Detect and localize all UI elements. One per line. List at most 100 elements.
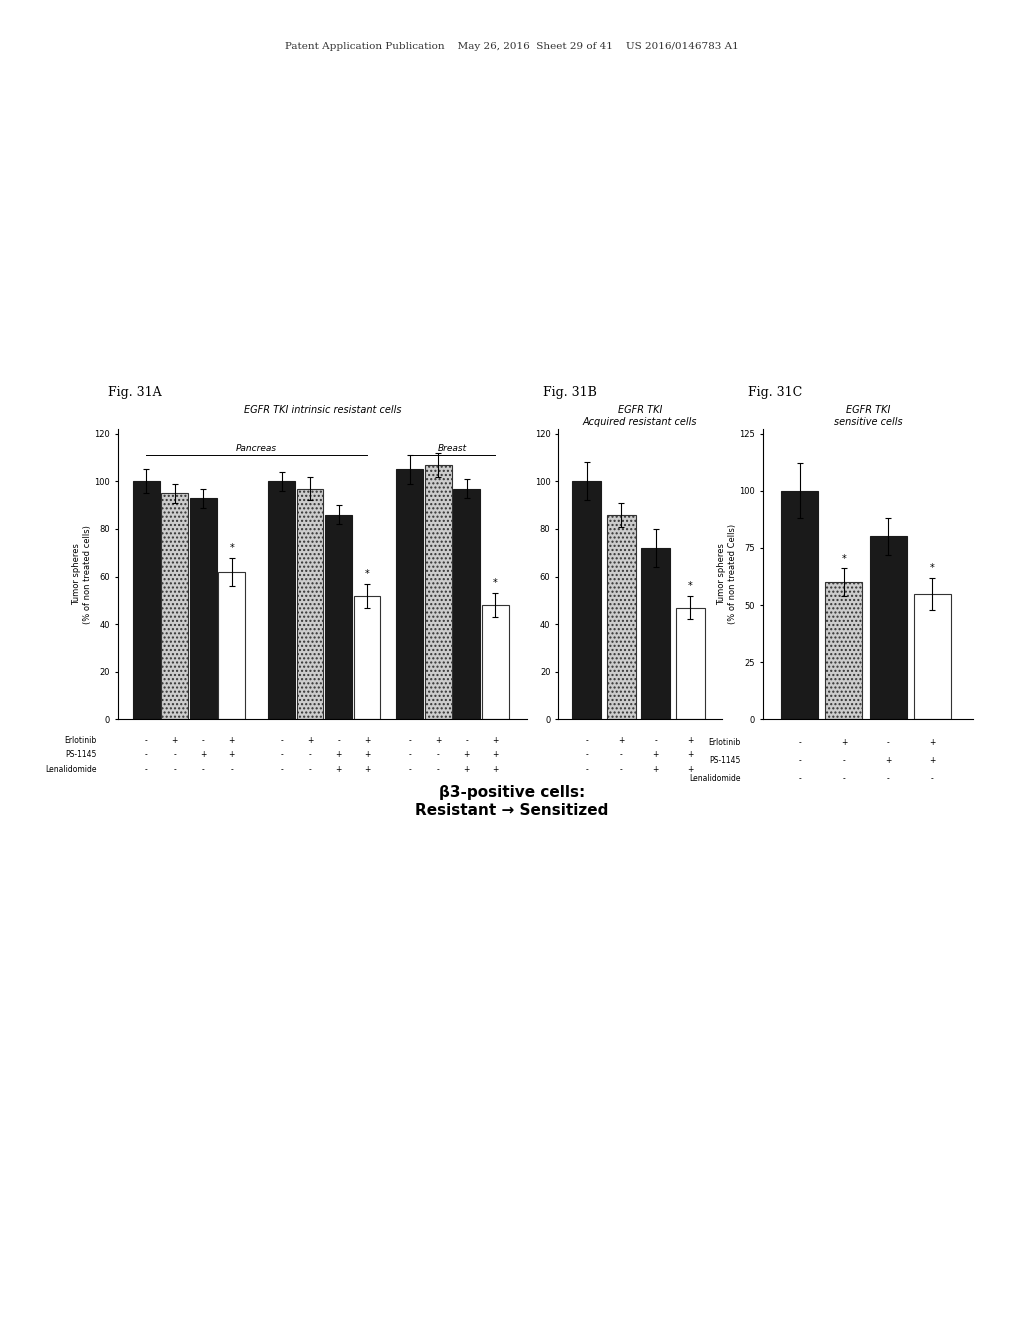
Text: -: -: [887, 738, 890, 747]
Text: Fig. 31C: Fig. 31C: [748, 385, 802, 399]
Bar: [454, 488, 480, 719]
Text: EGFR TKI
sensitive cells: EGFR TKI sensitive cells: [834, 405, 903, 426]
Text: +: +: [687, 737, 693, 744]
Bar: [268, 482, 295, 719]
Bar: [396, 470, 423, 719]
Text: -: -: [308, 750, 311, 759]
Text: +: +: [493, 764, 499, 774]
Bar: [641, 548, 670, 719]
Text: -: -: [308, 764, 311, 774]
Text: +: +: [687, 750, 693, 759]
Text: -: -: [281, 750, 283, 759]
Text: -: -: [799, 775, 801, 783]
Text: -: -: [437, 764, 439, 774]
Text: +: +: [364, 750, 371, 759]
Text: PS-1145: PS-1145: [710, 756, 740, 766]
Text: -: -: [409, 737, 412, 744]
Text: -: -: [620, 764, 623, 774]
Bar: [607, 515, 636, 719]
Bar: [353, 595, 381, 719]
Text: +: +: [336, 750, 342, 759]
Text: +: +: [228, 750, 234, 759]
Text: Fig. 31A: Fig. 31A: [108, 385, 161, 399]
Bar: [482, 605, 509, 719]
Text: -: -: [409, 764, 412, 774]
Text: -: -: [799, 738, 801, 747]
Text: +: +: [172, 737, 178, 744]
Text: -: -: [586, 750, 588, 759]
Bar: [297, 488, 324, 719]
Text: -: -: [887, 775, 890, 783]
Text: -: -: [931, 775, 934, 783]
Text: -: -: [281, 764, 283, 774]
Text: β3-positive cells:
Resistant → Sensitized: β3-positive cells: Resistant → Sensitize…: [416, 785, 608, 818]
Text: -: -: [144, 764, 147, 774]
Bar: [425, 465, 452, 719]
Text: +: +: [652, 764, 659, 774]
Text: -: -: [586, 737, 588, 744]
Text: -: -: [586, 764, 588, 774]
Y-axis label: Tumor spheres
(% of non treated Cells): Tumor spheres (% of non treated Cells): [718, 524, 736, 624]
Text: *: *: [229, 543, 234, 553]
Text: Patent Application Publication    May 26, 2016  Sheet 29 of 41    US 2016/014678: Patent Application Publication May 26, 2…: [285, 42, 739, 51]
Bar: [218, 572, 245, 719]
Text: -: -: [466, 737, 468, 744]
Text: EGFR TKI
Acquired resistant cells: EGFR TKI Acquired resistant cells: [583, 405, 697, 426]
Text: -: -: [337, 737, 340, 744]
Text: +: +: [929, 738, 936, 747]
Text: -: -: [654, 737, 657, 744]
Text: -: -: [144, 737, 147, 744]
Text: -: -: [799, 756, 801, 766]
Text: -: -: [843, 756, 845, 766]
Bar: [825, 582, 862, 719]
Text: +: +: [336, 764, 342, 774]
Text: *: *: [493, 578, 498, 589]
Text: -: -: [173, 764, 176, 774]
Text: +: +: [464, 750, 470, 759]
Text: -: -: [202, 737, 205, 744]
Text: EGFR TKI intrinsic resistant cells: EGFR TKI intrinsic resistant cells: [244, 405, 401, 416]
Text: -: -: [437, 750, 439, 759]
Text: +: +: [929, 756, 936, 766]
Text: Pancreas: Pancreas: [237, 444, 278, 453]
Bar: [869, 536, 906, 719]
Text: +: +: [841, 738, 847, 747]
Text: -: -: [620, 750, 623, 759]
Text: -: -: [281, 737, 283, 744]
Bar: [572, 482, 601, 719]
Text: +: +: [307, 737, 313, 744]
Text: +: +: [364, 764, 371, 774]
Text: Lenalidomide: Lenalidomide: [45, 764, 96, 774]
Text: +: +: [652, 750, 659, 759]
Text: -: -: [230, 764, 233, 774]
Text: +: +: [885, 756, 891, 766]
Text: +: +: [228, 737, 234, 744]
Text: *: *: [365, 569, 370, 579]
Text: +: +: [435, 737, 441, 744]
Text: +: +: [618, 737, 625, 744]
Text: -: -: [144, 750, 147, 759]
Bar: [781, 491, 818, 719]
Text: +: +: [493, 750, 499, 759]
Text: +: +: [687, 764, 693, 774]
Text: Fig. 31B: Fig. 31B: [543, 385, 597, 399]
Text: Lenalidomide: Lenalidomide: [689, 775, 740, 783]
Text: Erlotinib: Erlotinib: [709, 738, 740, 747]
Text: PS-1145: PS-1145: [65, 750, 96, 759]
Bar: [913, 594, 950, 719]
Text: *: *: [930, 564, 935, 573]
Text: -: -: [202, 764, 205, 774]
Bar: [676, 607, 705, 719]
Text: *: *: [688, 581, 692, 591]
Text: -: -: [843, 775, 845, 783]
Text: Erlotinib: Erlotinib: [65, 737, 96, 744]
Text: +: +: [364, 737, 371, 744]
Text: +: +: [200, 750, 207, 759]
Y-axis label: Tumor spheres
(% of non treated cells): Tumor spheres (% of non treated cells): [73, 525, 91, 623]
Text: -: -: [173, 750, 176, 759]
Text: Breast: Breast: [438, 444, 467, 453]
Bar: [326, 515, 352, 719]
Bar: [162, 494, 188, 719]
Text: +: +: [493, 737, 499, 744]
Bar: [189, 498, 217, 719]
